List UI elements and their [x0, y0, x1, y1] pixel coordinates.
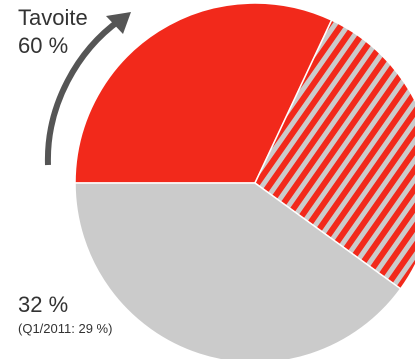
slice-remainder	[74, 182, 402, 359]
target-title-label: Tavoite	[18, 5, 88, 30]
target-value-label: 60 %	[18, 33, 69, 58]
slice-current	[74, 2, 333, 184]
slice-target-gap	[254, 19, 415, 290]
previous-value-note: (Q1/2011: 29 %)	[18, 321, 113, 336]
arrow-head-icon	[106, 12, 131, 34]
progress-arrow-icon	[44, 17, 122, 166]
current-value-label: 32 %	[18, 292, 69, 317]
